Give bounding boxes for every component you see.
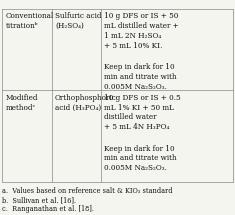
Text: a.  Values based on reference salt & KIO₃ standard: a. Values based on reference salt & KIO₃…	[2, 187, 173, 195]
Text: Orthophosphoric
acid (H₃PO₄): Orthophosphoric acid (H₃PO₄)	[55, 94, 117, 112]
Text: c.  Ranganathan et al. [18].: c. Ranganathan et al. [18].	[2, 205, 94, 213]
Text: Conventional
titrationᵇ: Conventional titrationᵇ	[5, 12, 54, 30]
Text: b.  Sullivan et al. [16].: b. Sullivan et al. [16].	[2, 196, 76, 204]
Text: Keep in dark for 10
min and titrate with
0.005M Na₂S₂O₃.: Keep in dark for 10 min and titrate with…	[104, 144, 177, 172]
Text: 10 g DFS or IS + 50
mL distilled water +
1 mL 2N H₂SO₄
+ 5 mL 10% KI.: 10 g DFS or IS + 50 mL distilled water +…	[104, 12, 179, 50]
Text: Modified
methodᶜ: Modified methodᶜ	[5, 94, 38, 112]
Text: Sulfuric acid
(H₂SO₄): Sulfuric acid (H₂SO₄)	[55, 12, 102, 30]
Text: Keep in dark for 10
min and titrate with
0.005M Na₂S₂O₃.: Keep in dark for 10 min and titrate with…	[104, 63, 177, 91]
Text: 10 g DFS or IS + 0.5
mL 1% KI + 50 mL
distilled water
+ 5 mL 4N H₃PO₄: 10 g DFS or IS + 0.5 mL 1% KI + 50 mL di…	[104, 94, 181, 131]
